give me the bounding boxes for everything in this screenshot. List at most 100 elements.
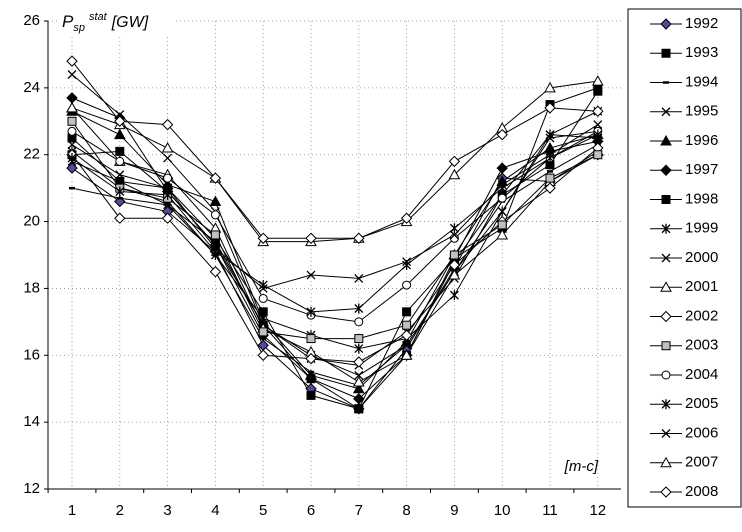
marker: [210, 210, 220, 220]
marker: [402, 340, 412, 350]
y-tick-label: 12: [23, 480, 40, 497]
x-tick-label: 5: [259, 502, 267, 519]
marker: [352, 382, 365, 394]
series-lines: [71, 60, 599, 410]
marker: [544, 102, 556, 114]
marker: [67, 70, 77, 79]
marker: [661, 48, 671, 58]
series-line: [71, 80, 598, 243]
marker: [593, 120, 603, 130]
marker: [545, 133, 555, 143]
marker: [66, 162, 78, 174]
marker: [660, 310, 672, 323]
ylabel-unit: [GW]: [111, 14, 149, 31]
legend-label: 2000: [685, 249, 718, 266]
legend-label: 2004: [685, 366, 718, 383]
y-tick-label: 24: [23, 79, 40, 96]
marker: [114, 212, 126, 224]
marker: [545, 150, 555, 160]
legend-label: 2002: [685, 307, 718, 324]
marker: [449, 290, 459, 301]
marker: [352, 375, 365, 387]
x-tick-label: 12: [589, 502, 606, 519]
marker: [660, 134, 672, 146]
series-line: [71, 130, 599, 323]
x-tick-label: 10: [494, 502, 511, 519]
series-line: [71, 154, 599, 410]
marker: [66, 92, 78, 104]
marker: [66, 55, 78, 67]
marker: [354, 404, 364, 414]
marker: [306, 306, 316, 317]
marker: [402, 257, 412, 267]
legend-label: 1992: [685, 15, 718, 32]
marker: [448, 168, 461, 180]
marker: [496, 162, 508, 174]
marker: [114, 115, 126, 127]
x-tick-label: 1: [68, 502, 76, 519]
series-line: [71, 124, 599, 289]
marker: [67, 126, 77, 136]
marker: [402, 280, 412, 290]
marker: [161, 118, 174, 131]
marker: [544, 81, 556, 93]
marker: [448, 269, 461, 280]
series-line: [71, 134, 599, 313]
legend-label: 2005: [685, 395, 718, 412]
series-line: [71, 74, 599, 366]
marker: [545, 173, 555, 183]
x-tick-label: 11: [542, 502, 558, 519]
x-tick-label: 4: [211, 502, 219, 519]
marker: [163, 173, 173, 183]
marker: [402, 320, 412, 330]
legend-label: 2006: [685, 424, 718, 441]
marker: [163, 183, 173, 193]
marker: [353, 356, 365, 368]
y-tick-label: 22: [23, 146, 40, 163]
marker: [661, 429, 671, 438]
marker: [257, 349, 269, 361]
ylabel-symbol: P: [62, 12, 74, 31]
ylabel-bg: [58, 10, 174, 34]
legend-label: 2001: [685, 278, 718, 295]
marker: [258, 293, 268, 303]
y-tick-label: 14: [23, 413, 40, 430]
marker: [661, 341, 671, 351]
series-line: [71, 107, 599, 383]
marker: [115, 170, 125, 180]
marker: [163, 189, 173, 200]
y-tick-label: 16: [23, 346, 40, 363]
marker: [115, 156, 125, 166]
marker: [400, 212, 413, 224]
marker: [496, 228, 509, 240]
y-axis-label: Pspstat [GW]: [62, 11, 149, 34]
marker: [305, 372, 317, 385]
marker: [354, 343, 364, 354]
marker: [306, 390, 316, 400]
marker: [448, 259, 461, 271]
marker: [353, 232, 365, 244]
marker: [305, 352, 317, 365]
legend-label: 1996: [685, 132, 718, 149]
marker: [592, 105, 604, 117]
legend-label: 1999: [685, 220, 718, 237]
legend-box: [627, 8, 742, 508]
marker: [449, 250, 459, 260]
legend-label: 1997: [685, 161, 718, 178]
marker: [661, 253, 671, 263]
legend-label: 1994: [685, 73, 718, 90]
marker: [305, 232, 317, 244]
marker: [497, 193, 507, 203]
y-tick-label: 26: [23, 12, 40, 29]
series-line: [71, 110, 598, 390]
marker: [449, 230, 459, 240]
x-tick-label: 6: [307, 502, 315, 519]
marker: [497, 220, 507, 230]
annotation: [m-c]: [564, 458, 599, 475]
grid: [48, 20, 621, 490]
x-tick-label: 2: [116, 502, 124, 519]
marker: [258, 313, 268, 324]
marker: [661, 370, 671, 380]
marker: [209, 172, 222, 184]
